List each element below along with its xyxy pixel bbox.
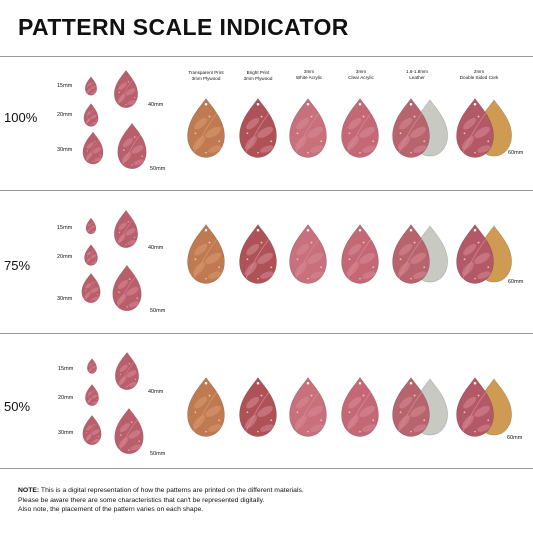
material-swatch-6 — [456, 377, 494, 437]
note-line-3: Also note, the placement of the pattern … — [18, 506, 204, 514]
size-label-50mm: 50mm — [150, 451, 166, 457]
pattern-drop-ref-0 — [85, 217, 97, 235]
footer-note: NOTE: This is a digital representation o… — [18, 486, 518, 515]
section-divider — [0, 190, 533, 191]
material-label-leather: 1.6-1.8mm Leather — [406, 69, 428, 80]
scale-label-50: 50% — [4, 399, 31, 414]
size-label-40mm: 40mm — [148, 389, 164, 395]
size-label-20mm: 20mm — [57, 112, 73, 118]
scale-label-75: 75% — [4, 258, 31, 273]
material-swatch-2 — [239, 377, 277, 437]
section-divider — [0, 56, 533, 57]
note-prefix: NOTE: — [18, 487, 40, 494]
material-swatch-4 — [341, 224, 379, 284]
pattern-drop-ref-3 — [114, 209, 138, 248]
note-line-1: This is a digital representation of how … — [39, 487, 304, 494]
size-label-50mm: 50mm — [150, 308, 166, 314]
size-label-20mm: 20mm — [58, 395, 74, 401]
material-label-transparent-plywood: Transparent Print 3mm Plywood — [188, 70, 224, 81]
material-swatch-5 — [392, 224, 430, 284]
size-label-60mm: 60mm — [508, 150, 524, 156]
material-swatch-5 — [392, 377, 430, 437]
pattern-drop-ref-0 — [85, 76, 97, 96]
material-swatch-3 — [289, 98, 327, 158]
material-swatch-1 — [187, 377, 225, 437]
material-swatch-5 — [392, 98, 430, 158]
material-label-clear-acrylic: 3mm Clear Acrylic — [348, 69, 374, 80]
material-swatch-3 — [289, 224, 327, 284]
size-label-60mm: 60mm — [508, 279, 524, 285]
size-label-20mm: 20mm — [57, 254, 73, 260]
size-label-15mm: 15mm — [57, 225, 73, 231]
size-label-30mm: 30mm — [57, 147, 73, 153]
pattern-drop-ref-2 — [82, 415, 102, 445]
pattern-drop-ref-4 — [112, 264, 142, 311]
material-label-bright-plywood: Bright Print 3mm Plywood — [243, 70, 273, 81]
material-swatch-6 — [456, 98, 494, 158]
material-label-white-acrylic: 3mm White Acrylic — [295, 69, 323, 80]
pattern-drop-ref-4 — [117, 122, 147, 169]
size-label-40mm: 40mm — [148, 245, 164, 251]
pattern-drop-ref-3 — [115, 351, 139, 390]
size-label-60mm: 60mm — [507, 435, 523, 441]
material-swatch-1 — [187, 224, 225, 284]
material-swatch-4 — [341, 377, 379, 437]
material-swatch-2 — [239, 224, 277, 284]
material-swatch-6 — [456, 224, 494, 284]
size-label-15mm: 15mm — [57, 83, 73, 89]
pattern-drop-ref-1 — [84, 244, 98, 266]
size-label-30mm: 30mm — [57, 296, 73, 302]
pattern-drop-ref-1 — [85, 384, 99, 406]
pattern-drop-ref-2 — [81, 273, 101, 303]
material-swatch-4 — [341, 98, 379, 158]
page-title: PATTERN SCALE INDICATOR — [18, 14, 349, 40]
pattern-drop-ref-1 — [83, 103, 99, 127]
material-swatch-3 — [289, 377, 327, 437]
section-divider — [0, 468, 533, 469]
section-divider — [0, 333, 533, 334]
pattern-drop-ref-2 — [82, 131, 104, 165]
size-label-15mm: 15mm — [58, 366, 74, 372]
material-swatch-2 — [239, 98, 277, 158]
size-label-40mm: 40mm — [148, 102, 164, 108]
pattern-drop-ref-3 — [114, 69, 138, 108]
size-label-30mm: 30mm — [58, 430, 74, 436]
pattern-drop-ref-0 — [87, 358, 97, 374]
pattern-drop-ref-4 — [114, 407, 144, 454]
scale-label-100: 100% — [4, 110, 38, 125]
note-line-2: Please be aware there are some character… — [18, 496, 265, 504]
material-swatch-1 — [187, 98, 225, 158]
material-label-cork: 2mm Double Sided Cork — [459, 69, 499, 80]
size-label-50mm: 50mm — [150, 166, 166, 172]
